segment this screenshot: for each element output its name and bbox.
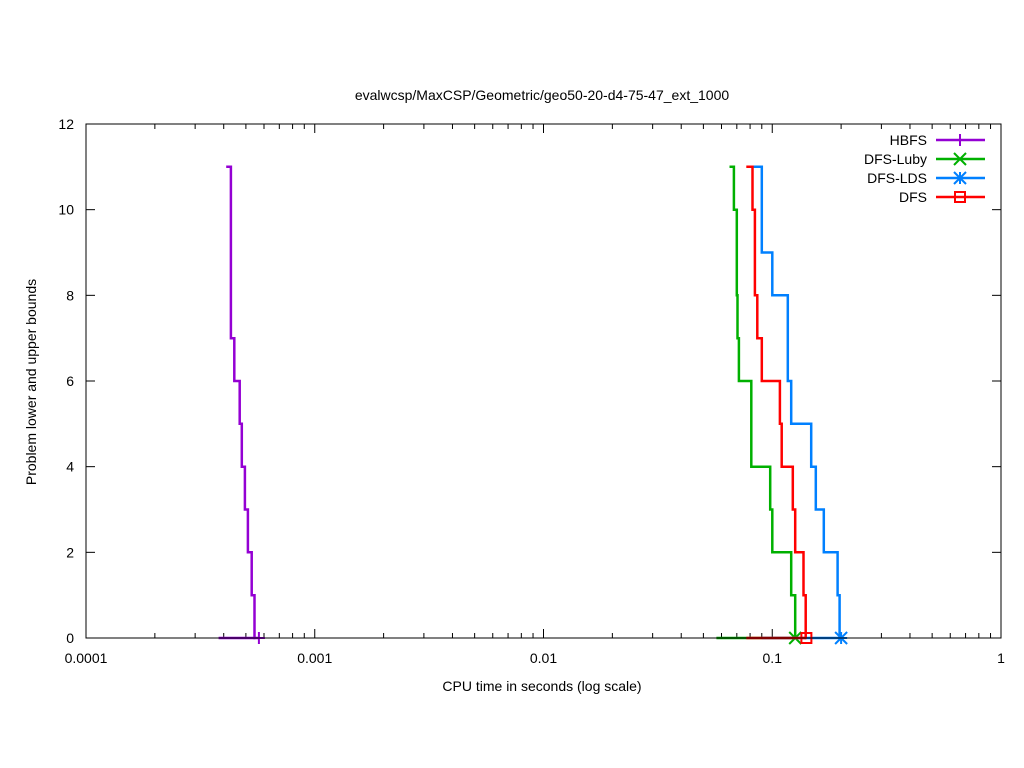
legend-marker xyxy=(953,152,967,166)
series-layer xyxy=(218,165,848,645)
legend: HBFS DFS-Luby DFS-LDS DFS xyxy=(864,132,985,205)
y-axis-title: Problem lower and upper bounds xyxy=(23,279,39,485)
chart-title: evalwcsp/MaxCSP/Geometric/geo50-20-d4-75… xyxy=(355,87,730,103)
plot-frame xyxy=(85,123,1002,639)
legend-item-dfs-luby: DFS-Luby xyxy=(864,151,985,167)
legend-item-hbfs: HBFS xyxy=(890,132,985,148)
x-tick-label: 0.01 xyxy=(530,650,557,666)
legend-label: DFS-Luby xyxy=(864,151,927,167)
legend-label: HBFS xyxy=(890,132,927,148)
y-tick-label: 4 xyxy=(66,459,74,475)
y-tick-label: 0 xyxy=(66,630,74,646)
x-tick-label: 0.0001 xyxy=(65,650,108,666)
series-dfs-luby-upper-line xyxy=(729,165,797,640)
series-dfs-lds-upper-line xyxy=(748,165,842,640)
series-dfs-upper-line xyxy=(746,165,807,640)
x-tick-label: 1 xyxy=(997,650,1005,666)
y-tick-label: 2 xyxy=(66,544,74,560)
y-tick-label: 8 xyxy=(66,287,74,303)
legend-item-dfs-lds: DFS-LDS xyxy=(867,170,985,186)
legend-marker xyxy=(954,191,966,203)
x-tick-label: 0.001 xyxy=(297,650,332,666)
x-axis-title: CPU time in seconds (log scale) xyxy=(442,678,641,694)
series-hbfs-upper-line xyxy=(226,165,259,640)
legend-label: DFS-LDS xyxy=(867,170,927,186)
x-tick-label: 0.1 xyxy=(763,650,783,666)
legend-marker xyxy=(954,134,966,146)
legend-marker xyxy=(953,171,967,185)
tick-labels: 0 2 4 6 8 10 12 0.0001 0.001 0.01 0.1 1 xyxy=(58,116,1005,666)
legend-item-dfs: DFS xyxy=(899,189,985,205)
y-tick-label: 10 xyxy=(58,202,74,218)
legend-label: DFS xyxy=(899,189,927,205)
y-tick-label: 6 xyxy=(66,373,74,389)
y-tick-label: 12 xyxy=(58,116,74,132)
